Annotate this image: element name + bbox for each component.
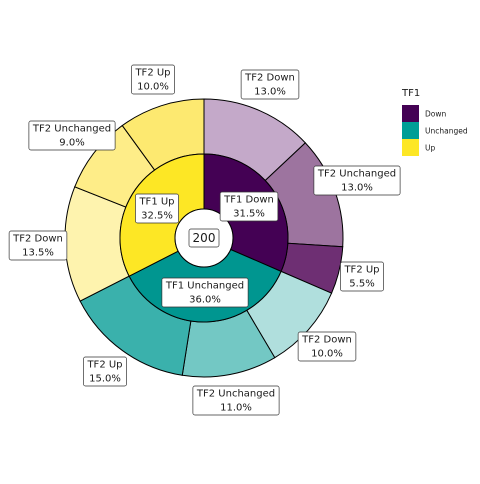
outer-label-1: TF2 Down 13.0% <box>240 69 300 100</box>
outer-label-2: TF2 Unchanged 13.0% <box>313 165 401 196</box>
outer-label-9-percent: 10.0% <box>137 82 169 93</box>
inner-label-up-box <box>135 193 179 224</box>
center-label: 200 <box>193 231 216 245</box>
outer-label-8: TF2 Unchanged 9.0% <box>28 120 116 151</box>
outer-label-1-title: TF2 Down <box>244 73 295 84</box>
legend-swatch-down <box>402 105 419 122</box>
outer-label-9: TF2 Up 10.0% <box>131 64 175 95</box>
outer-label-4-box <box>297 331 357 362</box>
outer-label-7-percent: 13.5% <box>22 248 54 259</box>
outer-label-9-title: TF2 Up <box>134 68 170 79</box>
outer-label-6-title: TF2 Up <box>86 360 122 371</box>
center-label-box <box>188 228 220 248</box>
outer-label-9-box <box>131 64 175 95</box>
center-group: 200 <box>174 208 234 268</box>
inner-label-unchanged: TF1 Unchanged 36.0% <box>161 277 249 308</box>
legend-label-down: Down <box>425 110 446 119</box>
inner-label-down-title: TF1 Down <box>223 195 274 206</box>
legend-label-unchanged: Unchanged <box>425 127 468 136</box>
legend-title: TF1 <box>401 88 420 99</box>
legend-swatch-unchanged <box>402 122 419 139</box>
outer-label-4-percent: 10.0% <box>311 349 343 360</box>
outer-label-7-box <box>8 230 68 261</box>
outer-label-5: TF2 Unchanged 11.0% <box>192 385 280 416</box>
outer-label-2-title: TF2 Unchanged <box>317 169 396 180</box>
inner-label-unchanged-title: TF1 Unchanged <box>165 281 244 292</box>
outer-label-3-box <box>340 261 384 292</box>
inner-label-down-percent: 31.5% <box>233 209 265 220</box>
inner-label-down: TF1 Down 31.5% <box>219 191 279 222</box>
outer-label-7: TF2 Down 13.5% <box>8 230 68 261</box>
outer-label-8-title: TF2 Unchanged <box>32 124 111 135</box>
legend-swatch-up <box>402 139 419 156</box>
outer-label-2-percent: 13.0% <box>341 183 373 194</box>
outer-label-4-title: TF2 Down <box>301 335 352 346</box>
legend-label-up: Up <box>425 144 435 153</box>
slice-labels: TF1 Down 31.5% TF1 Unchanged 36.0% TF1 Up 32.… <box>8 64 401 416</box>
outer-label-3-percent: 5.5% <box>349 279 374 290</box>
outer-label-2-box <box>313 165 401 196</box>
outer-label-6-box <box>83 356 127 387</box>
outer-label-4: TF2 Down 10.0% <box>297 331 357 362</box>
outer-label-5-percent: 11.0% <box>220 403 252 414</box>
outer-label-7-title: TF2 Down <box>12 234 63 245</box>
outer-label-6-percent: 15.0% <box>89 374 121 385</box>
outer-label-3: TF2 Up 5.5% <box>340 261 384 292</box>
inner-label-unchanged-box <box>161 277 249 308</box>
outer-label-3-title: TF2 Up <box>343 265 379 276</box>
inner-label-down-box <box>219 191 279 222</box>
outer-ring <box>64 98 344 378</box>
outer-label-6: TF2 Up 15.0% <box>83 356 127 387</box>
inner-label-up-title: TF1 Up <box>138 197 174 208</box>
outer-label-1-percent: 13.0% <box>254 87 286 98</box>
inner-label-unchanged-percent: 36.0% <box>189 295 221 306</box>
outer-label-1-box <box>240 69 300 100</box>
legend: TF1 Down Unchanged Up <box>401 88 468 156</box>
outer-label-8-percent: 9.0% <box>59 138 84 149</box>
outer-label-8-box <box>28 120 116 151</box>
outer-label-5-box <box>192 385 280 416</box>
inner-label-up: TF1 Up 32.5% <box>135 193 179 224</box>
outer-label-5-title: TF2 Unchanged <box>196 389 275 400</box>
inner-label-up-percent: 32.5% <box>141 211 173 222</box>
